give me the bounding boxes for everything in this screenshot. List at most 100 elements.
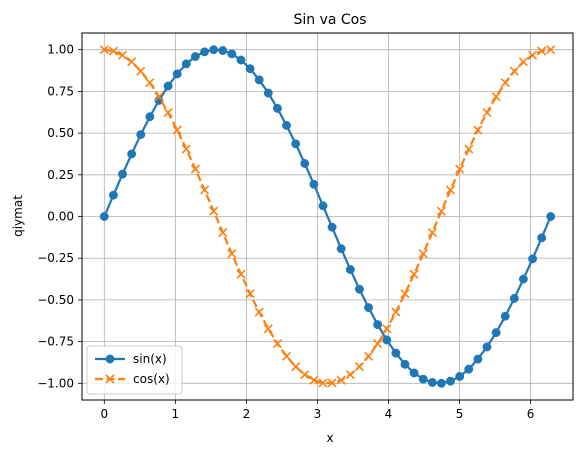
y-tick-label: 0.50 — [47, 126, 74, 140]
data-point — [245, 289, 255, 299]
data-point — [254, 75, 264, 85]
data-point — [227, 249, 237, 259]
data-point — [500, 311, 510, 321]
data-point — [99, 45, 109, 55]
data-point — [345, 370, 355, 380]
legend-marker — [105, 354, 115, 364]
data-point — [309, 179, 319, 189]
data-point — [546, 212, 556, 221]
data-point — [537, 233, 547, 243]
data-point — [291, 139, 301, 149]
data-point — [528, 50, 538, 60]
x-tick-label: 3 — [314, 407, 322, 421]
y-axis-label: qiymat — [11, 195, 25, 237]
data-point — [327, 222, 337, 232]
data-point — [528, 254, 538, 264]
data-point — [136, 66, 146, 76]
data-point — [482, 108, 492, 118]
data-point — [181, 59, 191, 69]
data-point — [464, 144, 474, 154]
data-point — [482, 342, 492, 352]
data-point — [163, 108, 173, 118]
data-point — [163, 81, 173, 91]
data-point — [382, 335, 392, 345]
data-point — [436, 206, 446, 216]
data-point — [345, 265, 355, 274]
data-point — [455, 372, 465, 381]
data-point — [336, 375, 346, 385]
legend-entry: sin(x) — [95, 352, 167, 366]
data-point — [209, 206, 219, 216]
data-point — [199, 185, 210, 195]
data-point — [236, 269, 246, 279]
data-point — [418, 374, 428, 384]
data-point — [336, 244, 346, 254]
data-point — [254, 307, 264, 317]
x-tick-label: 5 — [456, 407, 464, 421]
y-tick-label: 0.00 — [47, 210, 74, 224]
data-point — [281, 351, 292, 361]
data-point — [400, 359, 410, 369]
x-tick-label: 4 — [385, 407, 393, 421]
x-tick-label: 2 — [243, 407, 251, 421]
data-point — [190, 164, 200, 174]
data-point — [218, 46, 228, 55]
data-point — [181, 144, 191, 154]
data-point — [455, 164, 465, 174]
data-point — [473, 354, 483, 364]
data-point — [373, 339, 383, 349]
data-point — [409, 269, 419, 279]
data-point — [446, 376, 455, 386]
x-tick-label: 1 — [172, 407, 180, 421]
legend-entry: cos(x) — [95, 372, 170, 386]
data-point — [200, 47, 210, 57]
y-tick-label: −1.00 — [37, 376, 74, 390]
plot-series — [99, 45, 556, 388]
y-tick-label: 0.25 — [47, 168, 74, 182]
axis-ticks: 0 1 2 3 4 5 6 −1.00 −0.75 −0.50 −0.25 0.00 0.25 0.50 0… — [37, 43, 534, 421]
data-point — [464, 364, 474, 374]
data-point — [500, 78, 510, 88]
data-point — [436, 378, 446, 388]
data-point — [382, 324, 392, 334]
data-point — [391, 348, 401, 358]
legend-marker — [105, 374, 115, 384]
data-point — [236, 55, 246, 65]
data-point — [473, 125, 483, 135]
series-cos-x — [99, 45, 556, 388]
data-point — [427, 378, 437, 387]
data-point — [509, 293, 519, 303]
data-point — [291, 362, 301, 372]
data-point — [145, 78, 155, 88]
data-point — [118, 169, 127, 179]
data-point — [354, 362, 365, 372]
chart-title: Sin va Cos — [293, 12, 366, 28]
data-point — [172, 69, 182, 79]
data-point — [309, 375, 319, 385]
data-point — [491, 328, 501, 338]
legend: sin(x) cos(x) — [86, 345, 183, 395]
data-point — [518, 57, 528, 67]
x-axis-label: x — [326, 431, 333, 445]
data-point — [227, 49, 237, 59]
data-point — [263, 88, 273, 98]
data-point — [272, 103, 282, 113]
data-point — [537, 46, 547, 56]
data-point — [127, 57, 137, 67]
data-point — [509, 66, 519, 76]
data-point — [136, 130, 146, 140]
data-point — [518, 274, 528, 284]
data-point — [318, 201, 328, 211]
data-point — [546, 45, 556, 55]
data-point — [218, 227, 228, 238]
data-point — [400, 289, 410, 299]
data-point — [145, 112, 155, 122]
data-point — [108, 46, 118, 56]
data-point — [327, 378, 337, 388]
legend-label: cos(x) — [133, 372, 170, 386]
data-point — [409, 368, 419, 378]
data-point — [209, 45, 219, 55]
data-point — [363, 351, 374, 361]
data-point — [300, 159, 310, 168]
